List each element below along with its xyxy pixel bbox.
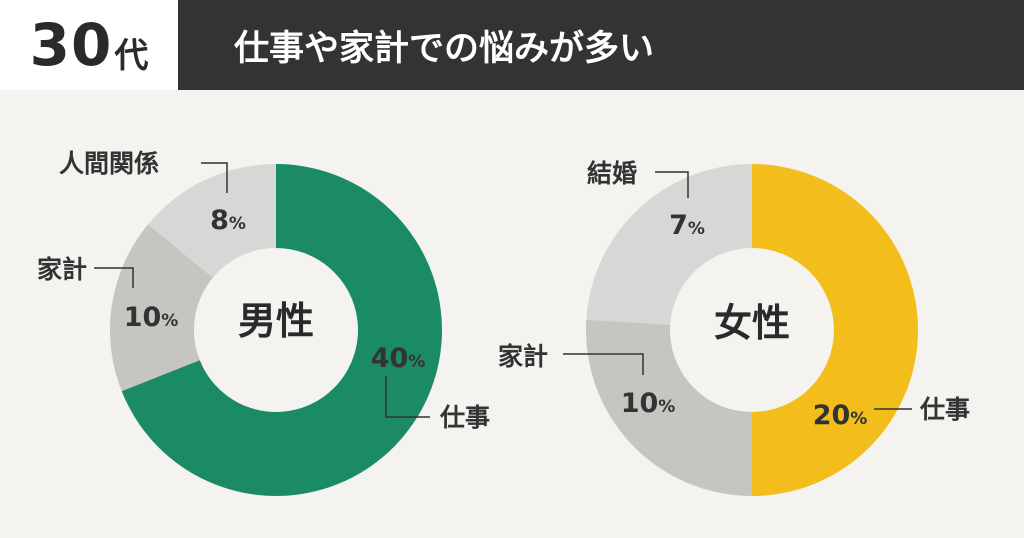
female-segment-marriage — [586, 164, 752, 325]
female-center-label: 女性 — [714, 301, 790, 345]
male-center-label: 男性 — [238, 299, 314, 343]
female-marriage-label: 結婚 — [587, 159, 637, 188]
female-marriage-leader — [655, 171, 689, 198]
age-suffix: 代 — [114, 35, 149, 76]
female-donut: 女性 20% 仕事 家計 10% 結婚 7% — [498, 159, 970, 496]
male-relationship-label: 人間関係 — [59, 149, 159, 178]
male-segment-work — [121, 164, 442, 496]
male-relationship-leader — [201, 162, 228, 193]
female-budget-leader — [563, 353, 644, 375]
male-budget-label: 家計 — [37, 255, 87, 284]
male-work-leader — [385, 376, 430, 418]
donut-charts: 男性 40% 仕事 家計 10% 人間関係 8% 女性 20% 仕事 家計 10… — [37, 149, 970, 496]
male-budget-value: 10% — [124, 302, 179, 333]
male-relationship-value: 8% — [210, 205, 246, 236]
female-work-label: 仕事 — [919, 395, 970, 424]
female-marriage-value: 7% — [669, 210, 705, 241]
female-segment-budget — [586, 319, 752, 496]
male-donut: 男性 40% 仕事 家計 10% 人間関係 8% — [37, 149, 490, 496]
page-title: 仕事や家計での悩みが多い — [234, 28, 655, 69]
male-segment-relationship — [148, 164, 276, 278]
female-budget-label: 家計 — [498, 342, 548, 371]
male-work-label: 仕事 — [439, 403, 490, 432]
male-budget-leader — [94, 267, 134, 288]
title-bar: 仕事や家計での悩みが多い — [178, 0, 1024, 90]
age-badge: 30 代 — [0, 0, 178, 90]
female-budget-value: 10% — [621, 388, 676, 419]
header: 30 代 仕事や家計での悩みが多い — [0, 0, 1024, 90]
female-work-value: 20% — [813, 400, 868, 431]
age-number: 30 — [29, 11, 113, 79]
male-segments — [110, 164, 442, 496]
male-work-value: 40% — [371, 343, 426, 374]
male-segment-budget — [110, 224, 213, 392]
female-segment-work — [752, 164, 918, 496]
female-segments — [586, 164, 918, 496]
